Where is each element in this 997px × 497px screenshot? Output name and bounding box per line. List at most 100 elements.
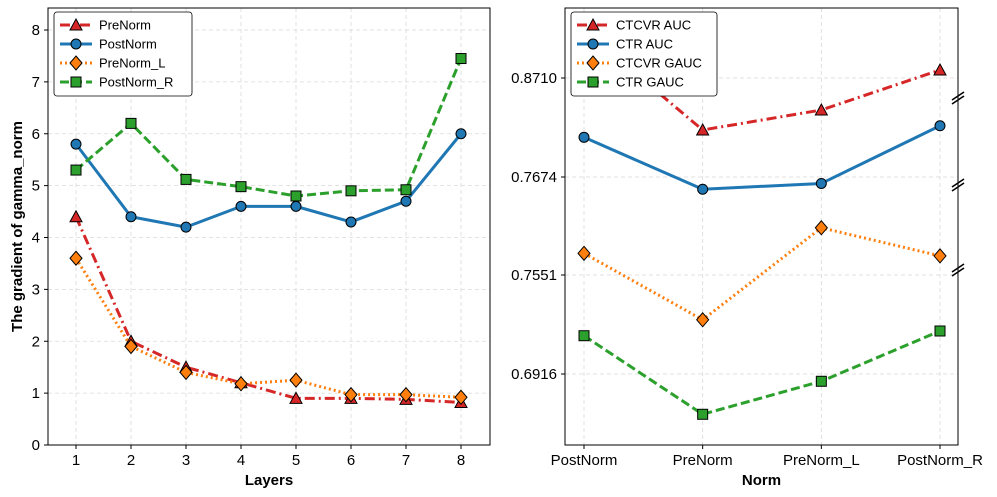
point-CTR GAUC-PostNorm_R [934, 325, 946, 337]
x-tick-label-0: PostNorm [551, 452, 618, 469]
point-PreNorm_L-2 [124, 338, 138, 355]
y-tick-label-0: 0 [32, 437, 40, 454]
point-PreNorm_L-4 [234, 376, 248, 392]
point-PostNorm_R-3 [180, 173, 192, 185]
series-line-CTR GAUC [583, 329, 941, 416]
x-tick-label-4: 5 [292, 452, 300, 469]
point-CTCVR GAUC-PostNorm_R [933, 248, 947, 264]
point-PreNorm_L-7 [399, 386, 413, 403]
y-tick-label-5: 5 [32, 178, 40, 195]
series-line-CTCVR GAUC [583, 226, 941, 322]
series-line-CTCVR AUC [583, 28, 941, 132]
series-line-PostNorm [74, 132, 463, 229]
axis-break-mark-1-a [951, 178, 965, 188]
y-tick-label-3: 0.8710 [511, 70, 557, 87]
x-tick-label-1: PreNorm [673, 452, 733, 469]
point-CTR GAUC-PostNorm [578, 330, 590, 342]
y-tick-label-3: 3 [32, 281, 40, 298]
y-tick-label-6: 6 [32, 126, 40, 143]
series-line-PostNorm_R [75, 57, 463, 198]
point-CTR AUC-PreNorm_L [815, 177, 827, 189]
series-line-PreNorm_L [74, 257, 462, 399]
point-PostNorm-2 [125, 211, 137, 223]
point-CTCVR AUC-PreNorm [695, 122, 710, 136]
legend-marker-0 [69, 17, 83, 31]
legend-label-1: PostNorm [99, 37, 157, 52]
point-CTCVR AUC-PreNorm_L [814, 102, 829, 116]
legend-label-2: CTCVR GAUC [616, 56, 702, 71]
axis-break-mark-2-b [951, 267, 965, 277]
series-line-PreNorm [74, 216, 462, 404]
y-tick-label-1: 1 [32, 385, 40, 402]
series-line-CTR AUC [583, 124, 941, 191]
point-CTR AUC-PostNorm [578, 131, 590, 143]
panel-layers: 1 2 3 4 5 6 7 8 0 1 2 3 4 5 6 7 8 Layers The gradient of g… [9, 7, 491, 489]
point-PreNorm-1 [69, 209, 83, 223]
y-tick-label-7: 7 [32, 74, 40, 91]
x-tick-label-5: 6 [347, 452, 355, 469]
point-CTR GAUC-PreNorm [697, 408, 709, 420]
y-tick-label-8: 8 [32, 22, 40, 39]
point-PostNorm_R-7 [400, 184, 412, 196]
y-tick-label-2: 2 [32, 333, 40, 350]
x-tick-label-1: 2 [127, 452, 135, 469]
legend-marker-0 [586, 17, 600, 31]
plot-frame [564, 7, 959, 446]
legend-marker-3 [587, 76, 599, 88]
y-tick-label-0: 0.6916 [511, 366, 557, 383]
point-PostNorm_R-1 [70, 164, 82, 176]
legend-label-3: CTR GAUC [616, 75, 684, 90]
point-PreNorm_L-8 [454, 389, 468, 406]
legend-marker-2 [586, 55, 600, 71]
x-axis-label: Norm [742, 472, 781, 489]
axis-break-mark-2-a [951, 263, 965, 273]
y-tick-label-4: 4 [32, 230, 40, 247]
legend-box [570, 11, 718, 97]
x-tick-label-0: 1 [72, 452, 80, 469]
x-tick-label-2: PreNorm_L [783, 452, 860, 469]
legend-label-1: CTR AUC [616, 37, 673, 52]
point-CTCVR AUC-PostNorm_R [933, 62, 947, 76]
y-axis-label: The gradient of gamma_norm [9, 121, 26, 332]
x-tick-label-7: 8 [457, 452, 465, 469]
legend-marker-3 [70, 76, 82, 88]
point-PostNorm-3 [180, 221, 192, 233]
x-tick-label-6: 7 [402, 452, 410, 469]
point-CTCVR GAUC-PreNorm [696, 312, 710, 328]
point-CTCVR GAUC-PostNorm [577, 245, 591, 262]
point-PreNorm_L-1 [69, 250, 83, 267]
legend-label-2: PreNorm_L [99, 56, 165, 71]
point-PostNorm_R-2 [125, 117, 137, 129]
point-CTR GAUC-PreNorm_L [815, 375, 827, 387]
point-PreNorm-5 [289, 391, 303, 404]
legend-marker-1 [70, 38, 82, 50]
y-tick-label-1: 0.7551 [511, 267, 557, 284]
axis-break-mark-1-b [951, 182, 965, 192]
point-PostNorm_R-8 [455, 53, 467, 65]
point-CTCVR GAUC-PreNorm_L [814, 220, 828, 236]
point-PreNorm_L-6 [344, 386, 358, 403]
x-tick-label-3: PostNorm_R [897, 452, 983, 469]
plot-frame [47, 7, 491, 446]
legend-label-0: PreNorm [99, 18, 151, 33]
x-tick-label-3: 4 [237, 452, 245, 469]
point-PostNorm_R-6 [345, 185, 357, 197]
point-PostNorm-5 [290, 200, 302, 212]
point-PreNorm_L-3 [179, 364, 193, 381]
point-PostNorm-1 [70, 138, 82, 150]
x-axis-label: Layers [245, 472, 293, 489]
point-PostNorm-6 [345, 216, 357, 228]
point-PostNorm_R-4 [235, 181, 247, 193]
legend-box [53, 11, 193, 97]
legend-marker-2 [69, 55, 83, 71]
x-tick-label-2: 3 [182, 452, 190, 469]
point-PreNorm_L-5 [289, 372, 303, 388]
point-PostNorm-7 [400, 195, 412, 207]
axis-break-mark-0-a [951, 91, 965, 101]
legend-marker-1 [587, 38, 599, 50]
point-PostNorm-8 [455, 128, 467, 140]
panel-norm: PostNorm PreNorm PreNorm_L PostNorm_R 0.6916… [511, 7, 983, 489]
axis-break-mark-0-b [951, 95, 965, 105]
point-PostNorm-4 [235, 200, 247, 212]
